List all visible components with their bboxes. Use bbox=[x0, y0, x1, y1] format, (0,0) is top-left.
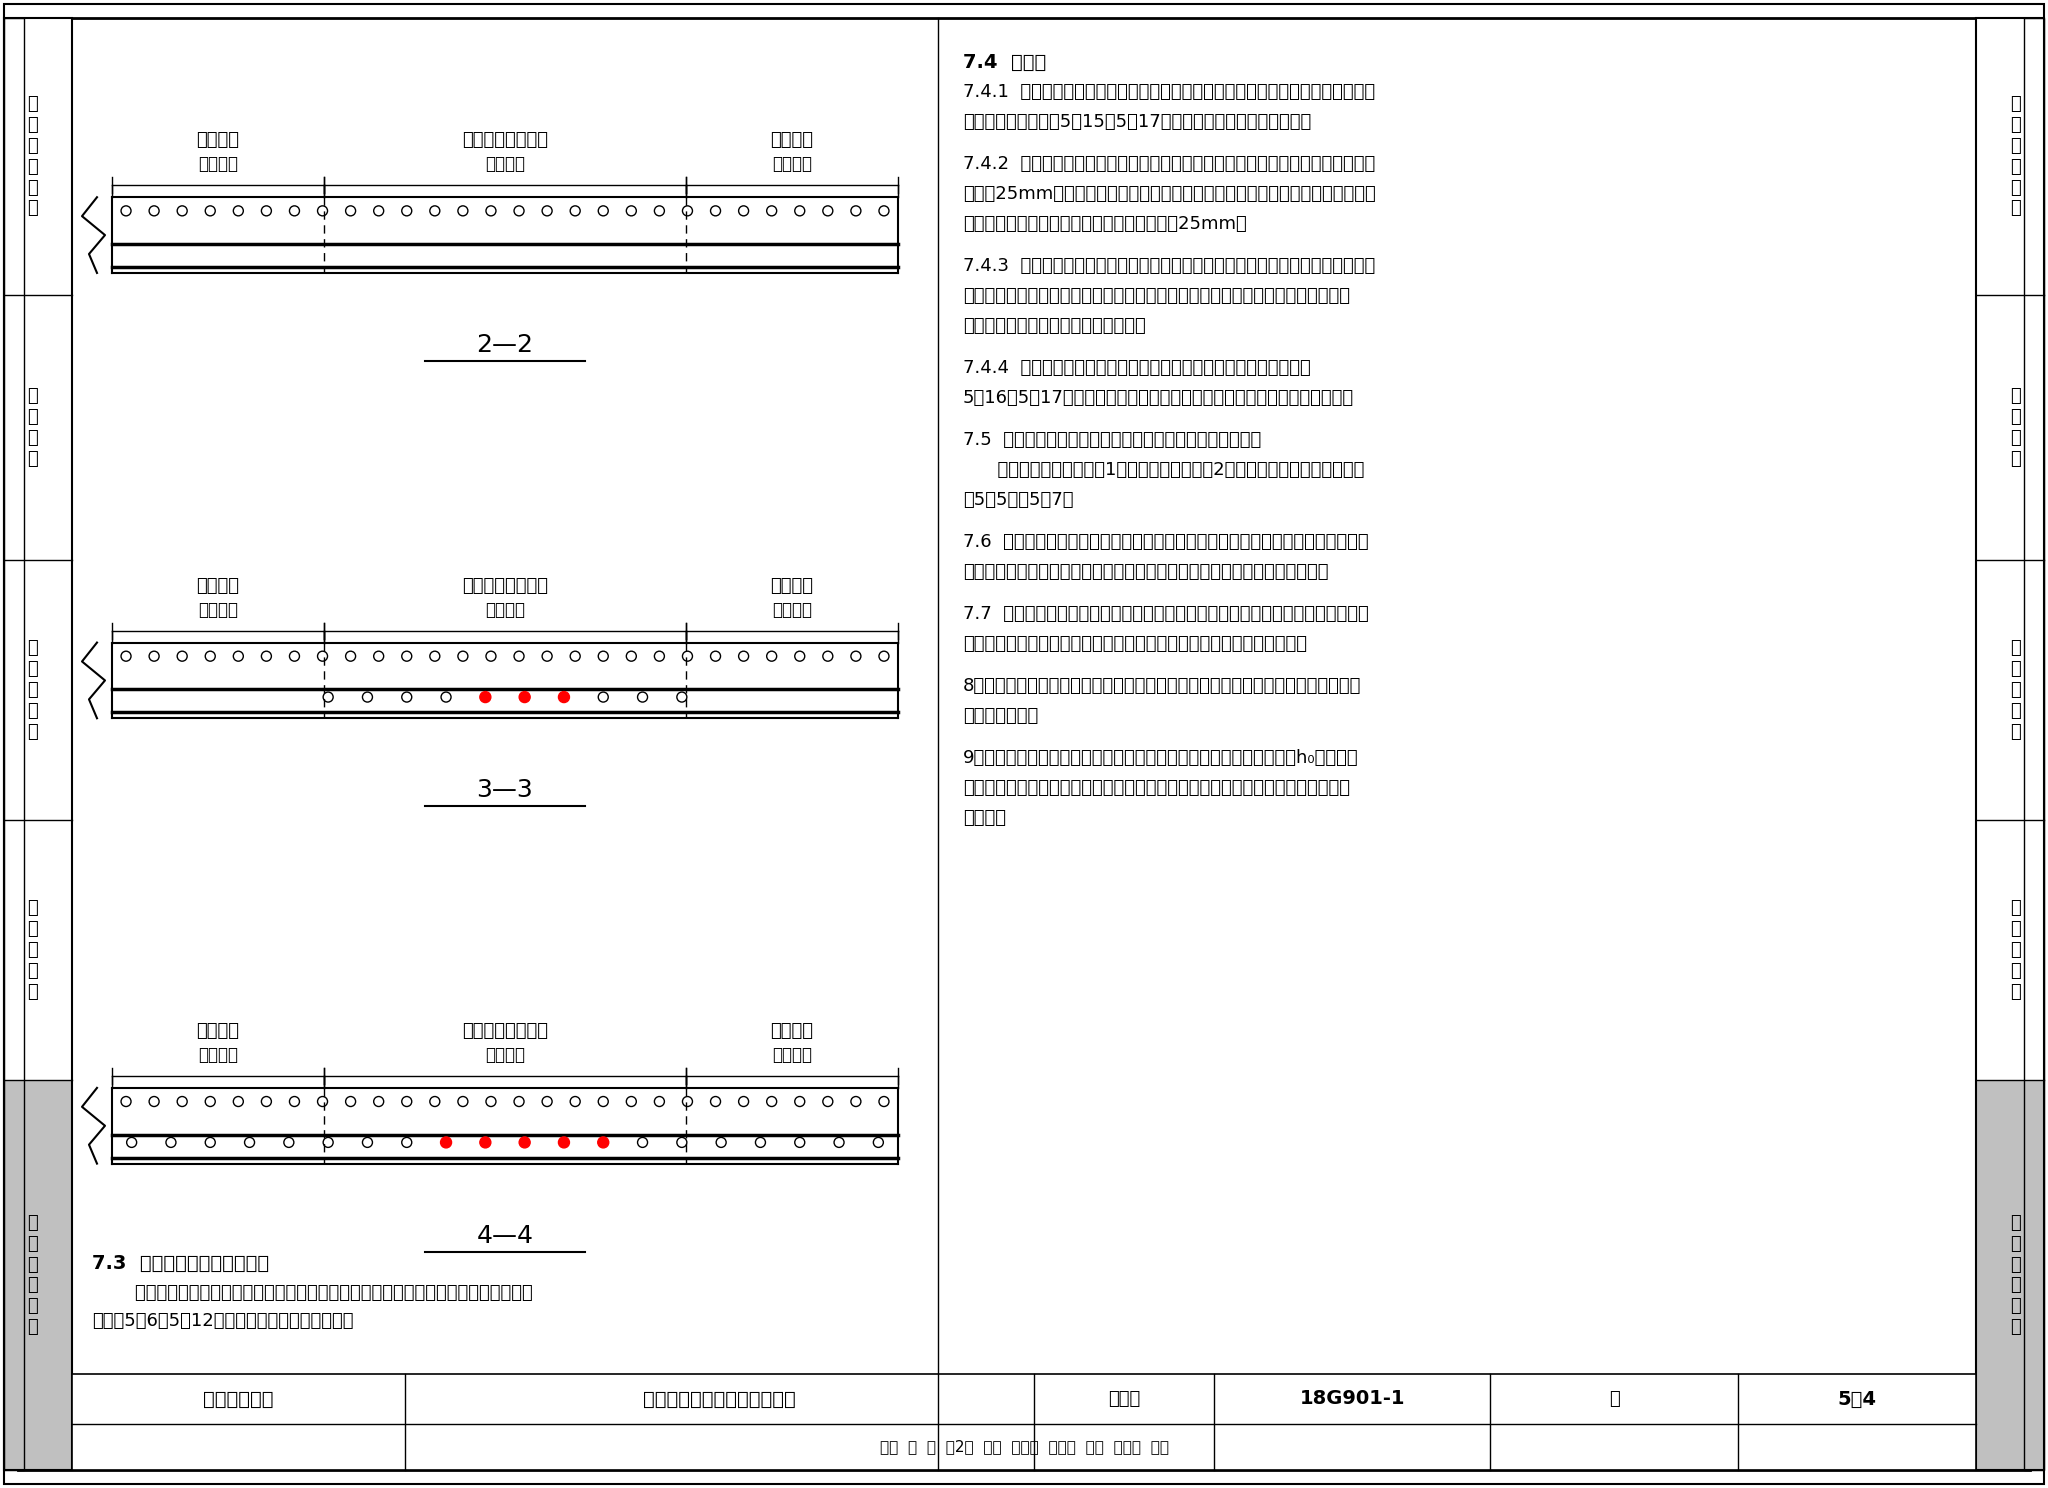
Text: 纵向钉筋排布靠让时，可调整其伸入节点的水平段长度。水平段向柱外边方向调整: 纵向钉筋排布靠让时，可调整其伸入节点的水平段长度。水平段向柱外边方向调整 bbox=[963, 287, 1350, 305]
Text: 影响，应在钉筋加工前，及时将该截面实际钉筋排布状态提交设计单位供其进行复: 影响，应在钉筋加工前，及时将该截面实际钉筋排布状态提交设计单位供其进行复 bbox=[963, 780, 1350, 798]
Text: 短跨方向柱上板带: 短跨方向柱上板带 bbox=[463, 576, 549, 595]
Circle shape bbox=[559, 1137, 569, 1147]
Text: 5－16、5－17页，并应在考虑排布靠让因素后，伸至能达到的最长位置处。: 5－16、5－17页，并应在考虑排布靠让因素后，伸至能达到的最长位置处。 bbox=[963, 388, 1354, 408]
Text: 短跨方向: 短跨方向 bbox=[770, 1022, 813, 1040]
Circle shape bbox=[518, 1137, 530, 1147]
Text: 长跨方向柱上板带: 长跨方向柱上板带 bbox=[463, 131, 549, 149]
Text: 均应将长跨方向置于上1层，短跨方向置于上2层，具体布置方式详见本图集: 均应将长跨方向置于上1层，短跨方向置于上2层，具体布置方式详见本图集 bbox=[963, 461, 1364, 479]
Text: 时，最长可伸至紧靠柱筐筋内侧位置。: 时，最长可伸至紧靠柱筐筋内侧位置。 bbox=[963, 317, 1145, 335]
Text: 一
般
构
造
要
求: 一 般 构 造 要 求 bbox=[27, 95, 39, 217]
Text: 普
通
板
部
分: 普 通 板 部 分 bbox=[27, 899, 39, 1000]
Text: 7.4.1  若柱上板带柱间设暗梁，各板带下部纵筋与暗梁相交处均置于暗梁下部纵筋: 7.4.1 若柱上板带柱间设暗梁，各板带下部纵筋与暗梁相交处均置于暗梁下部纵筋 bbox=[963, 83, 1374, 101]
Text: 长跨方向: 长跨方向 bbox=[770, 131, 813, 149]
Text: 无
梁
楼
盖
部
分: 无 梁 楼 盖 部 分 bbox=[2009, 1214, 2021, 1336]
Text: 第5－5页图5－7。: 第5－5页图5－7。 bbox=[963, 491, 1073, 509]
Text: 本图集5－6～5－12页无梁楼盖钉筋排布示意图。: 本图集5－6～5－12页无梁楼盖钉筋排布示意图。 bbox=[92, 1312, 354, 1330]
Text: 跨中板带: 跨中板带 bbox=[199, 1046, 238, 1064]
Circle shape bbox=[479, 692, 492, 702]
Text: 7.4.4  弯折锶固的暗梁纵向钉筋弯折前水平段长度要求详见本图集第: 7.4.4 弯折锶固的暗梁纵向钉筋弯折前水平段长度要求详见本图集第 bbox=[963, 359, 1311, 376]
Text: 7.4.2  暗梁纵向钉筋在端支座处零折锶固时，上、下部纵筋竖向弯折段之间宜保持: 7.4.2 暗梁纵向钉筋在端支座处零折锶固时，上、下部纵筋竖向弯折段之间宜保持 bbox=[963, 155, 1376, 173]
Text: 短跨方向: 短跨方向 bbox=[770, 576, 813, 595]
Text: 7.3  跨中板带下部纵向钉筋：: 7.3 跨中板带下部纵向钉筋： bbox=[92, 1254, 268, 1274]
Text: 7.4.3  节点处弯折锶固的暗梁纵向钉筋的竖向弯折段，如需与相交叉的另一方向梁: 7.4.3 节点处弯折锶固的暗梁纵向钉筋的竖向弯折段，如需与相交叉的另一方向梁 bbox=[963, 257, 1376, 275]
Text: 5－4: 5－4 bbox=[1837, 1390, 1876, 1409]
Bar bbox=[1976, 295, 2044, 559]
Bar bbox=[4, 295, 72, 559]
Circle shape bbox=[479, 1137, 492, 1147]
Bar bbox=[4, 559, 72, 820]
Bar bbox=[2023, 18, 2044, 1470]
Text: 无
梁
楼
盖
部
分: 无 梁 楼 盖 部 分 bbox=[27, 1214, 39, 1336]
Text: 2—2: 2—2 bbox=[477, 333, 532, 357]
Bar bbox=[1976, 1080, 2044, 1470]
Bar bbox=[1976, 18, 2044, 1470]
Text: 短跨方向柱上板带: 短跨方向柱上板带 bbox=[463, 1022, 549, 1040]
Text: 7.7  不同长度、种类钉筋间隔布置，要遵循对称均匀的规则。先沿各板带的纵向划: 7.7 不同长度、种类钉筋间隔布置，要遵循对称均匀的规则。先沿各板带的纵向划 bbox=[963, 606, 1368, 623]
Text: 向拟定为短跨方向进行各板带的钉筋排布。设计若有具体要求，以设计为准。: 向拟定为短跨方向进行各板带的钉筋排布。设计若有具体要求，以设计为准。 bbox=[963, 562, 1329, 580]
Text: 框
架
部
分: 框 架 部 分 bbox=[27, 387, 39, 467]
Text: 7.5  各板带（包括柱上板带和跨中板带）的上部纵向钉筋：: 7.5 各板带（包括柱上板带和跨中板带）的上部纵向钉筋： bbox=[963, 432, 1262, 449]
Text: 跨中板带: 跨中板带 bbox=[772, 601, 811, 619]
Text: 框
架
部
分: 框 架 部 分 bbox=[2009, 387, 2021, 467]
Circle shape bbox=[440, 1137, 451, 1147]
Text: 3—3: 3—3 bbox=[477, 778, 532, 802]
Text: 7.6  对于正方形板块，可对照长方形板块，将某一方向拟定为长跨方向，将另一方: 7.6 对于正方形板块，可对照长方形板块，将某一方向拟定为长跨方向，将另一方 bbox=[963, 533, 1368, 551]
Text: 剪
力
墙
部
分: 剪 力 墙 部 分 bbox=[27, 640, 39, 741]
Text: 跨中板带: 跨中板带 bbox=[199, 601, 238, 619]
Text: 长跨方向: 长跨方向 bbox=[197, 131, 240, 149]
Text: 剪
力
墙
部
分: 剪 力 墙 部 分 bbox=[2009, 640, 2021, 741]
Text: 9．板带和暗梁纵向钉筋交叉排布靠让可能对设计假定的截面有效高度h₀产生削弱: 9．板带和暗梁纵向钉筋交叉排布靠让可能对设计假定的截面有效高度h₀产生削弱 bbox=[963, 748, 1358, 766]
Text: 短跨方向: 短跨方向 bbox=[197, 576, 240, 595]
Bar bbox=[4, 18, 25, 1470]
Bar bbox=[4, 820, 72, 1080]
Text: 柱支座宽: 柱支座宽 bbox=[485, 155, 524, 173]
Bar bbox=[1976, 820, 2044, 1080]
Bar bbox=[1976, 559, 2044, 820]
Text: 定中心线，然后将不同长度种类的钉筋以此线为轴向两侧对称间隔排布。: 定中心线，然后将不同长度种类的钉筋以此线为轴向两侧对称间隔排布。 bbox=[963, 635, 1307, 653]
Bar bbox=[1976, 18, 2044, 295]
Circle shape bbox=[518, 692, 530, 702]
Text: 跨中板带: 跨中板带 bbox=[772, 1046, 811, 1064]
Text: 4—4: 4—4 bbox=[477, 1223, 532, 1247]
Text: 审核  刘  敏  刘2仰  校对  高志强  宫主洋  设计  张月明  张明: 审核 刘 敏 刘2仰 校对 高志强 宫主洋 设计 张月明 张明 bbox=[879, 1439, 1169, 1454]
Circle shape bbox=[598, 1137, 608, 1147]
Text: 8．钉筋排布靠让时，上部纵筋向下（或下部纵筋向上）竖向位移距离不宜大于需靠: 8．钉筋排布靠让时，上部纵筋向下（或下部纵筋向上）竖向位移距离不宜大于需靠 bbox=[963, 677, 1362, 695]
Bar bbox=[4, 18, 72, 295]
Text: 18G901-1: 18G901-1 bbox=[1300, 1390, 1405, 1409]
Text: 7.4  暗梁：: 7.4 暗梁： bbox=[963, 54, 1047, 71]
Text: 跨中板带: 跨中板带 bbox=[772, 155, 811, 173]
Text: 之上。详见本图集第5－15～5－17页暗梁节点处钉筋排布构造图。: 之上。详见本图集第5－15～5－17页暗梁节点处钉筋排布构造图。 bbox=[963, 113, 1311, 131]
Text: 排竖向弯折段与柱外边纵向钉筋净距宜不小于25mm。: 排竖向弯折段与柱外边纵向钉筋净距宜不小于25mm。 bbox=[963, 214, 1247, 234]
Text: 无梁楼盖钉筋排布规则总说明: 无梁楼盖钉筋排布规则总说明 bbox=[643, 1390, 797, 1409]
Text: 图集号: 图集号 bbox=[1108, 1390, 1141, 1408]
Text: 短跨方向: 短跨方向 bbox=[197, 1022, 240, 1040]
Text: 有净距25mm；当空间不够时，上、下部纵筋的竖向弯折段也可以贴靠。纵筋最外: 有净距25mm；当空间不够时，上、下部纵筋的竖向弯折段也可以贴靠。纵筋最外 bbox=[963, 185, 1376, 202]
Text: 无梁楼盖部分: 无梁楼盖部分 bbox=[203, 1390, 274, 1409]
Text: 一
般
构
造
要
求: 一 般 构 造 要 求 bbox=[2009, 95, 2021, 217]
Text: 跨中板带下部各方向纵筋应根据与之相交柱上板带纵筋的排布方式来具体确定，详见: 跨中板带下部各方向纵筋应根据与之相交柱上板带纵筋的排布方式来具体确定，详见 bbox=[113, 1284, 532, 1302]
Text: 普
通
板
部
分: 普 通 板 部 分 bbox=[2009, 899, 2021, 1000]
Text: 柱支座宽: 柱支座宽 bbox=[485, 1046, 524, 1064]
Circle shape bbox=[559, 692, 569, 702]
Bar bbox=[4, 18, 72, 1470]
Text: 柱支座宽: 柱支座宽 bbox=[485, 601, 524, 619]
Text: 核计算。: 核计算。 bbox=[963, 809, 1006, 827]
Text: 跨中板带: 跨中板带 bbox=[199, 155, 238, 173]
Bar bbox=[4, 1080, 72, 1470]
Bar bbox=[72, 1373, 1976, 1470]
Text: 让的纵筋直径。: 让的纵筋直径。 bbox=[963, 707, 1038, 725]
Text: 页: 页 bbox=[1610, 1390, 1620, 1408]
